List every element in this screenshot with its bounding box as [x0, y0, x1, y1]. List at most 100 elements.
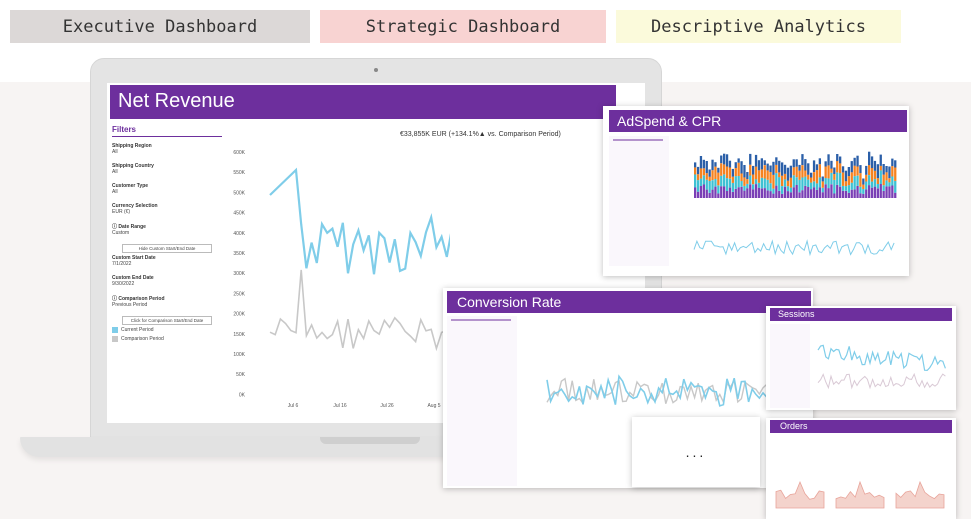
- adspend-bar: [740, 161, 743, 174]
- adspend-bar: [757, 182, 761, 188]
- adspend-bar: [853, 157, 856, 166]
- adspend-bar: [708, 176, 711, 181]
- adspend-bar: [821, 192, 824, 198]
- adspend-bar: [720, 175, 723, 187]
- adspend-bar: [885, 186, 888, 198]
- adspend-bar: [833, 193, 836, 198]
- camera-icon: [374, 68, 378, 72]
- adspend-bar: [804, 176, 807, 186]
- filter-custom-start[interactable]: Custom Start Date 7/1/2022: [112, 255, 222, 267]
- adspend-bar: [783, 173, 787, 180]
- adspend-bar: [699, 156, 703, 169]
- adspend-bar: [714, 178, 717, 187]
- conversion-chart-thumbnail: [447, 316, 797, 486]
- adspend-bar: [801, 154, 804, 166]
- adspend-bar: [749, 153, 752, 165]
- adspend-bar: [792, 187, 795, 198]
- adspend-bar: [853, 189, 856, 198]
- hide-custom-date-button[interactable]: Hide Custom Start/End Date: [122, 244, 212, 253]
- adspend-bar: [725, 166, 729, 179]
- adspend-bar: [844, 170, 848, 182]
- adspend-bar: [696, 180, 700, 192]
- net-revenue-header: Net Revenue: [110, 85, 616, 119]
- adspend-bar: [792, 167, 795, 176]
- adspend-bar: [830, 184, 833, 198]
- adspend-bar: [879, 184, 882, 198]
- adspend-bar: [868, 151, 871, 166]
- y-tick-label: 500K: [233, 190, 245, 196]
- adspend-bar: [810, 182, 813, 190]
- adspend-bar: [708, 192, 711, 198]
- adspend-bar: [879, 165, 882, 171]
- adspend-bar: [850, 172, 853, 183]
- adspend-bar: [766, 190, 769, 198]
- filter-comparison[interactable]: ⓘ Comparison Period Previous Period: [112, 295, 222, 308]
- adspend-bar: [789, 177, 792, 188]
- adspend-bar: [847, 185, 850, 193]
- adspend-bar: [717, 167, 720, 173]
- filter-value: 7/1/2022: [112, 261, 132, 267]
- adspend-bar: [781, 186, 784, 194]
- filter-currency[interactable]: Currency Selection EUR (€): [112, 203, 222, 215]
- adspend-bar: [810, 177, 813, 183]
- adspend-bar: [757, 170, 761, 183]
- adspend-bar: [833, 174, 836, 180]
- adspend-bar: [807, 163, 810, 175]
- adspend-bar: [763, 178, 766, 189]
- comparison-date-button[interactable]: Click for Comparison Start/End Date: [122, 316, 212, 325]
- adspend-bar: [786, 186, 790, 192]
- adspend-bar: [824, 184, 827, 198]
- adspend-bar: [789, 187, 792, 193]
- sessions-title: Sessions: [778, 309, 815, 319]
- adspend-bar: [865, 181, 868, 190]
- adspend-bar: [841, 185, 845, 191]
- y-tick-label: 200K: [233, 312, 245, 318]
- adspend-bar: [766, 170, 769, 180]
- adspend-bar: [752, 184, 755, 190]
- y-tick-label: 50K: [236, 372, 246, 378]
- adspend-bar: [708, 169, 711, 177]
- adspend-bar: [873, 186, 877, 198]
- adspend-bar: [865, 165, 868, 175]
- adspend-bar: [728, 167, 732, 179]
- adspend-bar: [740, 186, 743, 198]
- adspend-bar: [836, 161, 839, 173]
- filter-custom-end[interactable]: Custom End Date 9/30/2022: [112, 275, 222, 287]
- filter-value: All: [112, 169, 118, 175]
- legend-current: Current Period: [112, 327, 222, 333]
- y-tick-label: 100K: [233, 352, 245, 358]
- adspend-bar: [737, 187, 740, 198]
- adspend-bar: [760, 158, 763, 170]
- filter-customer-type[interactable]: Customer Type All: [112, 183, 222, 195]
- adspend-bar: [807, 179, 810, 187]
- filter-value: 9/30/2022: [112, 281, 135, 287]
- x-tick-label: Jul 6: [288, 403, 299, 409]
- filter-shipping-region[interactable]: Shipping Region All: [112, 143, 222, 155]
- orders-header: Orders: [770, 420, 952, 433]
- adspend-bar: [769, 165, 772, 172]
- adspend-bar: [760, 188, 763, 198]
- filter-label: Customer Type: [112, 183, 149, 189]
- adspend-bar: [807, 187, 810, 198]
- adspend-bar: [734, 162, 737, 168]
- adspend-bar: [717, 185, 720, 194]
- adspend-bar: [879, 170, 882, 184]
- adspend-bar: [847, 167, 850, 177]
- adspend-bar: [708, 181, 711, 193]
- filter-shipping-country[interactable]: Shipping Country All: [112, 163, 222, 175]
- filter-date-range[interactable]: ⓘ Date Range Custom: [112, 223, 222, 236]
- adspend-bar: [841, 172, 845, 186]
- adspend-bar: [752, 165, 755, 175]
- strategic-dashboard-tag: Strategic Dashboard: [320, 10, 606, 43]
- adspend-bar: [746, 183, 749, 189]
- filter-value: All: [112, 189, 118, 195]
- adspend-bar: [888, 186, 891, 198]
- adspend-bar: [859, 193, 862, 198]
- adspend-bar: [717, 172, 720, 186]
- adspend-bar: [760, 177, 763, 189]
- adspend-bar: [876, 184, 879, 189]
- adspend-bar: [888, 178, 891, 183]
- adspend-bar: [827, 178, 830, 189]
- adspend-bar: [812, 172, 816, 182]
- adspend-bar: [705, 179, 708, 190]
